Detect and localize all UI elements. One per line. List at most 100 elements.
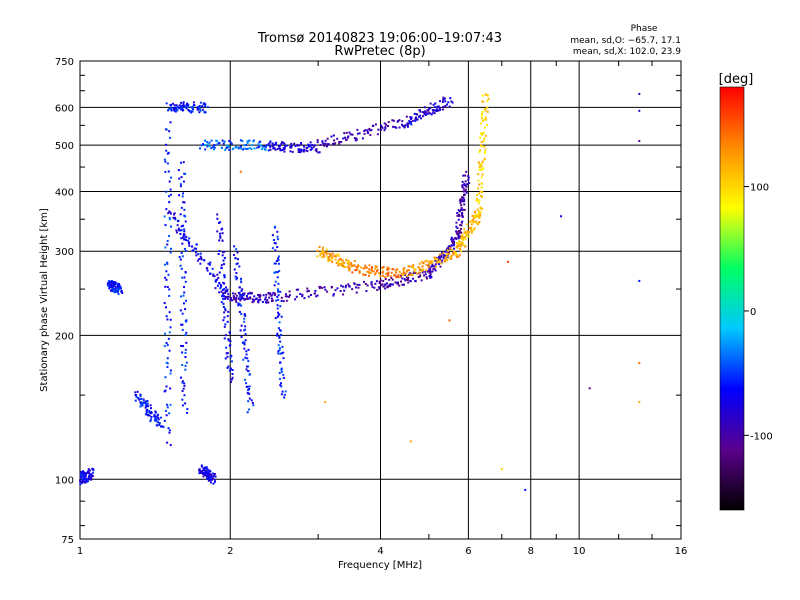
echo-point xyxy=(323,144,326,147)
echo-point xyxy=(232,253,235,256)
echo-point xyxy=(396,281,399,284)
echo-point xyxy=(186,411,189,414)
echo-point xyxy=(231,147,234,150)
echo-point xyxy=(274,292,277,295)
echo-point xyxy=(437,263,440,266)
echo-point xyxy=(216,273,219,276)
echo-point xyxy=(174,107,177,110)
echo-point xyxy=(484,93,487,96)
echo-point xyxy=(446,103,449,106)
echo-point xyxy=(284,145,287,148)
echo-point xyxy=(452,253,455,256)
echo-point xyxy=(181,236,184,239)
echo-point xyxy=(468,227,471,230)
echo-point xyxy=(330,255,333,258)
echo-point xyxy=(279,148,282,151)
echo-point xyxy=(240,312,243,315)
echo-point xyxy=(303,145,306,148)
echo-point xyxy=(140,397,143,400)
echo-point xyxy=(344,286,347,289)
echo-point xyxy=(367,132,370,135)
echo-point xyxy=(465,232,468,235)
echo-point xyxy=(180,251,183,254)
echo-point xyxy=(370,281,373,284)
echo-point xyxy=(289,150,292,153)
echo-point xyxy=(179,101,182,104)
echo-point xyxy=(179,105,182,108)
echo-point xyxy=(460,207,463,210)
echo-point xyxy=(247,370,250,373)
echo-point xyxy=(184,348,187,351)
echo-point xyxy=(413,270,416,273)
echo-point xyxy=(165,315,168,318)
echo-point xyxy=(302,150,305,153)
echo-point xyxy=(447,101,450,104)
echo-point xyxy=(226,146,229,149)
echo-point xyxy=(244,297,247,300)
echo-point xyxy=(381,274,384,277)
echo-point xyxy=(456,242,459,245)
echo-point xyxy=(325,248,328,251)
echo-point xyxy=(399,276,402,279)
echo-point xyxy=(413,112,416,115)
echo-point xyxy=(182,345,185,348)
echo-point xyxy=(344,284,347,287)
echo-point xyxy=(202,143,205,146)
echo-point xyxy=(108,283,111,286)
echo-point xyxy=(204,472,207,475)
echo-point xyxy=(483,107,486,110)
echo-point xyxy=(276,307,279,310)
echo-point xyxy=(477,215,480,218)
echo-point xyxy=(226,288,229,291)
echo-point xyxy=(192,101,195,104)
echo-point xyxy=(348,263,351,266)
echo-point xyxy=(116,284,119,287)
echo-point xyxy=(435,257,438,260)
echo-point xyxy=(202,103,205,106)
echo-point xyxy=(321,256,324,259)
echo-point xyxy=(200,470,203,473)
echo-point xyxy=(333,139,336,142)
echo-point xyxy=(216,217,219,220)
echo-point xyxy=(276,332,279,335)
echo-point xyxy=(461,233,464,236)
echo-point xyxy=(371,285,374,288)
echo-point xyxy=(213,144,216,147)
echo-point xyxy=(455,246,458,249)
echo-point xyxy=(370,129,373,132)
echo-point xyxy=(247,292,250,295)
echo-point xyxy=(227,293,230,296)
echo-point xyxy=(231,292,234,295)
echo-point xyxy=(293,142,296,145)
echo-point xyxy=(456,246,459,249)
echo-point xyxy=(184,351,187,354)
echo-point xyxy=(355,286,358,289)
echo-point xyxy=(401,277,404,280)
echo-point xyxy=(458,242,461,245)
y-tick-label: 600 xyxy=(55,103,74,114)
echo-point xyxy=(480,182,483,185)
echo-point xyxy=(180,267,183,270)
echo-point xyxy=(409,120,412,123)
echo-point xyxy=(340,140,343,143)
echo-point xyxy=(409,117,412,120)
echo-point xyxy=(486,124,489,127)
echo-point xyxy=(461,200,464,203)
echo-point xyxy=(224,357,227,360)
echo-point xyxy=(116,291,119,294)
echo-point xyxy=(222,142,225,145)
isolated-point xyxy=(324,401,327,404)
echo-point xyxy=(214,280,217,283)
echo-point xyxy=(181,242,184,245)
echo-point xyxy=(430,260,433,263)
echo-point xyxy=(153,415,156,418)
echo-point xyxy=(402,269,405,272)
echo-point xyxy=(255,297,258,300)
echo-point xyxy=(428,111,431,114)
echo-point xyxy=(169,107,172,110)
echo-point xyxy=(165,278,168,281)
echo-point xyxy=(444,256,447,259)
echo-point xyxy=(468,182,471,185)
echo-point xyxy=(195,243,198,246)
echo-point xyxy=(240,289,243,292)
